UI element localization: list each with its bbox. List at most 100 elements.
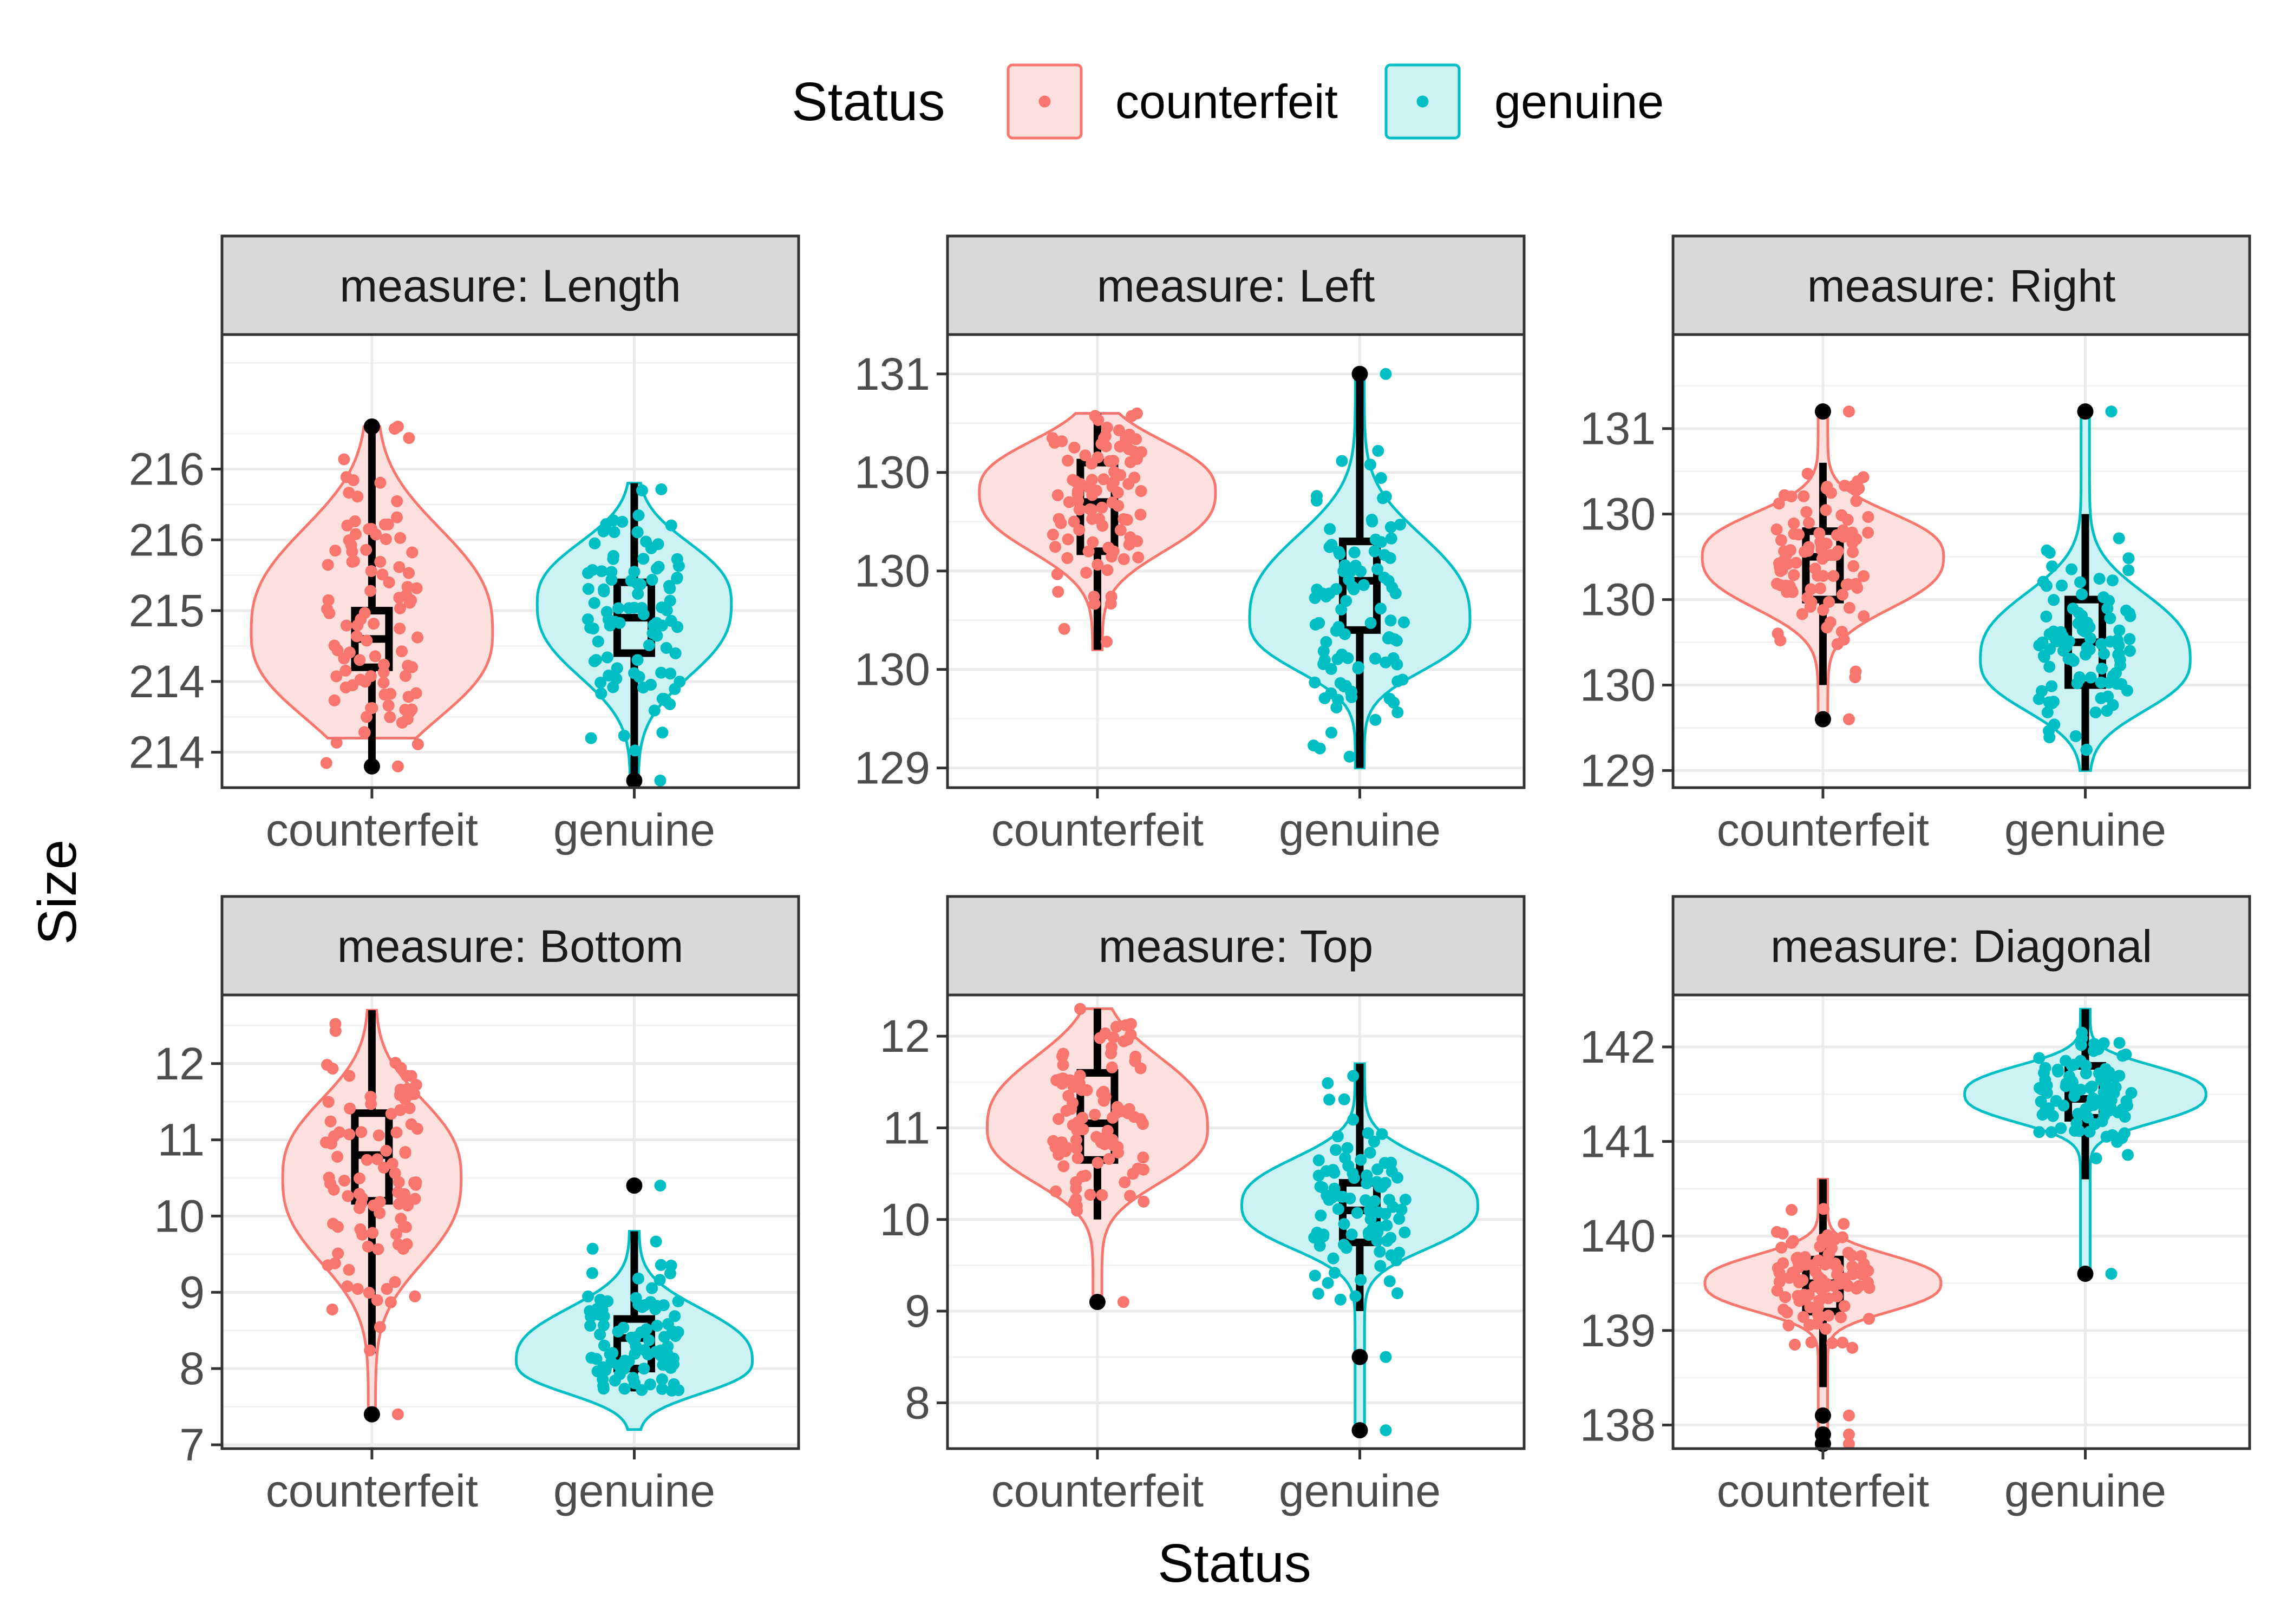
point-counterfeit	[1138, 1195, 1150, 1208]
point-counterfeit	[1119, 1176, 1131, 1188]
point-counterfeit	[1121, 514, 1133, 526]
point-genuine	[2071, 677, 2083, 690]
point-genuine	[1309, 618, 1322, 631]
point-counterfeit	[1838, 1217, 1850, 1230]
point-counterfeit	[1124, 1190, 1136, 1202]
point-genuine	[2076, 588, 2088, 600]
point-genuine	[598, 583, 610, 595]
point-counterfeit	[405, 1070, 417, 1082]
point-counterfeit	[1074, 1069, 1086, 1082]
facet-strip-label: measure: Left	[1097, 260, 1375, 311]
point-genuine	[1380, 368, 1392, 380]
point-genuine	[2080, 649, 2092, 661]
point-counterfeit	[400, 670, 411, 682]
point-counterfeit	[360, 543, 373, 556]
point-genuine	[636, 484, 648, 496]
point-genuine	[592, 636, 604, 647]
point-counterfeit	[1798, 490, 1810, 502]
point-counterfeit	[380, 1144, 393, 1157]
point-counterfeit	[1817, 569, 1829, 582]
point-genuine	[645, 678, 657, 691]
point-counterfeit	[1835, 1311, 1847, 1324]
y-tick-label: 8	[179, 1343, 205, 1394]
point-counterfeit	[402, 659, 414, 672]
point-genuine	[612, 1325, 624, 1338]
point-counterfeit	[320, 1136, 332, 1149]
point-counterfeit	[1101, 564, 1114, 577]
facet-strip-label: measure: Length	[339, 260, 681, 311]
point-counterfeit	[1851, 582, 1864, 594]
y-tick-label: 130	[854, 644, 930, 695]
point-counterfeit	[404, 1088, 417, 1101]
point-counterfeit	[1068, 1196, 1081, 1208]
point-genuine	[1338, 1239, 1350, 1251]
point-counterfeit	[1821, 481, 1833, 493]
point-counterfeit	[1858, 1258, 1870, 1271]
point-genuine	[648, 704, 661, 717]
point-genuine	[598, 1319, 610, 1332]
point-genuine	[1385, 532, 1397, 545]
point-genuine	[1378, 1157, 1391, 1169]
point-genuine	[2120, 1048, 2132, 1060]
legend-label-counterfeit: counterfeit	[1115, 75, 1338, 128]
point-genuine	[2106, 574, 2119, 587]
point-counterfeit	[1097, 473, 1110, 486]
point-counterfeit	[358, 726, 371, 739]
point-genuine	[2066, 563, 2077, 575]
point-counterfeit	[405, 594, 417, 606]
point-counterfeit	[1056, 1136, 1068, 1149]
point-genuine	[2123, 633, 2136, 645]
point-genuine	[651, 630, 663, 642]
point-genuine	[1380, 1424, 1392, 1437]
point-counterfeit	[1067, 1097, 1079, 1109]
point-counterfeit	[322, 559, 334, 571]
point-genuine	[1391, 706, 1404, 718]
outlier-counterfeit	[363, 418, 380, 435]
point-counterfeit	[1831, 1268, 1843, 1281]
point-genuine	[1310, 494, 1323, 507]
point-counterfeit	[1138, 1163, 1150, 1176]
point-genuine	[1393, 1213, 1406, 1225]
y-tick-label: 12	[880, 1011, 930, 1062]
point-counterfeit	[1797, 1311, 1809, 1323]
facet-strip	[946, 234, 1526, 336]
point-genuine	[1391, 1171, 1403, 1184]
point-counterfeit	[378, 689, 391, 701]
point-genuine	[2051, 1063, 2064, 1076]
point-genuine	[600, 606, 613, 618]
facet-strip-label: measure: Right	[1807, 260, 2116, 311]
point-counterfeit	[1106, 551, 1118, 563]
point-counterfeit	[1052, 586, 1064, 598]
point-genuine	[1384, 614, 1397, 627]
point-genuine	[646, 1282, 658, 1294]
point-counterfeit	[1842, 1409, 1855, 1422]
point-genuine	[637, 553, 650, 565]
point-genuine	[1328, 1167, 1341, 1179]
point-counterfeit	[1786, 1204, 1798, 1216]
point-genuine	[2048, 718, 2061, 731]
point-counterfeit	[1112, 486, 1124, 499]
point-counterfeit	[393, 592, 406, 604]
point-counterfeit	[1129, 1050, 1142, 1063]
point-counterfeit	[372, 1243, 384, 1255]
point-counterfeit	[395, 1213, 407, 1225]
point-genuine	[669, 647, 682, 659]
point-counterfeit	[1088, 591, 1100, 603]
panel-border	[946, 993, 1526, 1450]
point-counterfeit	[390, 1228, 402, 1240]
y-tick-label: 142	[1580, 1021, 1656, 1072]
point-counterfeit	[1783, 1272, 1795, 1284]
point-genuine	[2055, 626, 2067, 638]
point-genuine	[2040, 580, 2053, 592]
point-counterfeit	[341, 519, 354, 532]
point-counterfeit	[329, 545, 342, 557]
point-counterfeit	[331, 1150, 344, 1163]
point-counterfeit	[1842, 1428, 1855, 1440]
point-counterfeit	[385, 1108, 397, 1120]
y-tick-label: 10	[154, 1190, 205, 1241]
point-genuine	[638, 1363, 650, 1375]
point-counterfeit	[1131, 453, 1143, 465]
point-genuine	[1391, 675, 1404, 687]
point-genuine	[671, 621, 684, 633]
point-genuine	[589, 537, 601, 549]
